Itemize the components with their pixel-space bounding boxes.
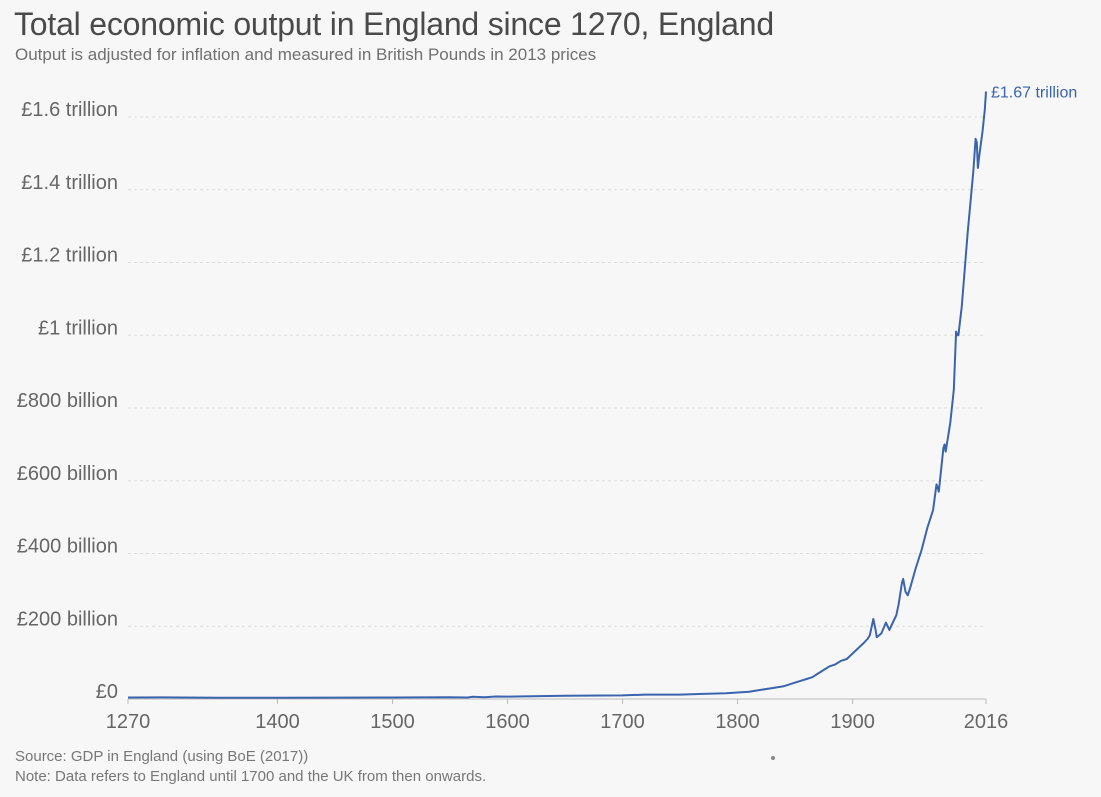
y-tick-label: £0 [96, 681, 118, 703]
y-tick-label: £1.2 trillion [21, 245, 118, 267]
x-tick-label: 1500 [370, 711, 415, 733]
x-tick-label: 1400 [255, 711, 300, 733]
data-note: Note: Data refers to England until 1700 … [15, 768, 487, 785]
chart-title: Total economic output in England since 1… [14, 6, 774, 42]
x-tick-label: 1800 [715, 711, 760, 733]
gdp-series-line [127, 91, 987, 699]
x-tick-label: 1900 [830, 711, 875, 733]
y-axis-ticks: £0 £200 billion £400 billion £600 billion £8… [17, 99, 118, 703]
x-tick-label: 1600 [485, 711, 530, 733]
source-note: Source: GDP in England (using BoE (2017)… [15, 748, 309, 765]
y-tick-label: £800 billion [17, 390, 118, 412]
end-value-label: £1.67 trillion [991, 85, 1077, 102]
y-tick-label: £400 billion [17, 536, 118, 558]
y-tick-label: £1.6 trillion [21, 99, 118, 121]
x-tick-label: 1700 [600, 711, 645, 733]
y-tick-label: £1 trillion [38, 317, 118, 339]
chart-subtitle: Output is adjusted for inflation and mea… [15, 45, 597, 64]
x-tick-label: 2016 [964, 711, 1009, 733]
y-tick-label: £200 billion [17, 608, 118, 630]
decorative-dot [771, 756, 775, 760]
y-tick-label: £1.4 trillion [21, 172, 118, 194]
x-tick-label: 1270 [106, 711, 151, 733]
x-axis-ticks: 1270 1400 1500 1600 1700 1800 1900 2016 [106, 699, 1009, 733]
gridlines [128, 116, 986, 627]
y-tick-label: £600 billion [17, 463, 118, 485]
